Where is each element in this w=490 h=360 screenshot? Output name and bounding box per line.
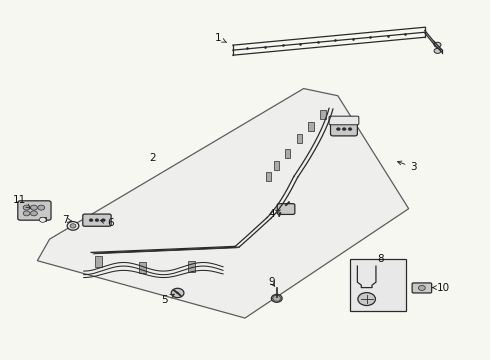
Circle shape xyxy=(434,42,441,47)
Polygon shape xyxy=(272,296,281,301)
Circle shape xyxy=(271,294,282,302)
Circle shape xyxy=(171,288,184,298)
Text: 2: 2 xyxy=(149,153,155,163)
Circle shape xyxy=(95,219,99,222)
Circle shape xyxy=(23,205,30,210)
Text: 7: 7 xyxy=(62,215,72,225)
Circle shape xyxy=(67,222,79,230)
Bar xyxy=(350,259,406,311)
Circle shape xyxy=(336,128,340,131)
Circle shape xyxy=(342,128,346,131)
Circle shape xyxy=(101,219,105,222)
FancyBboxPatch shape xyxy=(277,204,295,215)
Circle shape xyxy=(23,211,30,216)
Text: 1: 1 xyxy=(215,33,227,43)
FancyBboxPatch shape xyxy=(285,149,290,158)
FancyBboxPatch shape xyxy=(274,161,279,170)
Bar xyxy=(188,261,195,272)
Text: 11: 11 xyxy=(13,195,31,208)
Circle shape xyxy=(38,205,45,210)
FancyBboxPatch shape xyxy=(331,122,357,136)
Circle shape xyxy=(70,224,76,228)
Circle shape xyxy=(418,285,425,291)
Circle shape xyxy=(89,219,93,222)
FancyBboxPatch shape xyxy=(329,116,359,125)
FancyBboxPatch shape xyxy=(266,172,271,181)
Circle shape xyxy=(30,205,37,210)
Text: 6: 6 xyxy=(100,218,114,228)
FancyBboxPatch shape xyxy=(308,122,314,131)
Bar xyxy=(95,256,102,267)
Circle shape xyxy=(39,217,46,222)
Text: 4: 4 xyxy=(269,209,280,219)
Text: 3: 3 xyxy=(397,161,417,172)
Text: 5: 5 xyxy=(161,294,174,305)
Circle shape xyxy=(30,211,37,216)
FancyBboxPatch shape xyxy=(18,201,51,220)
Text: 9: 9 xyxy=(269,277,275,287)
Text: 10: 10 xyxy=(433,283,449,293)
Circle shape xyxy=(358,293,375,306)
FancyBboxPatch shape xyxy=(83,214,111,226)
FancyBboxPatch shape xyxy=(297,134,302,143)
Bar xyxy=(40,217,46,221)
Circle shape xyxy=(348,128,352,131)
Polygon shape xyxy=(37,89,409,318)
FancyBboxPatch shape xyxy=(412,283,432,293)
FancyBboxPatch shape xyxy=(320,110,326,119)
Text: 8: 8 xyxy=(377,254,384,264)
Circle shape xyxy=(434,48,441,53)
Bar xyxy=(139,262,146,273)
